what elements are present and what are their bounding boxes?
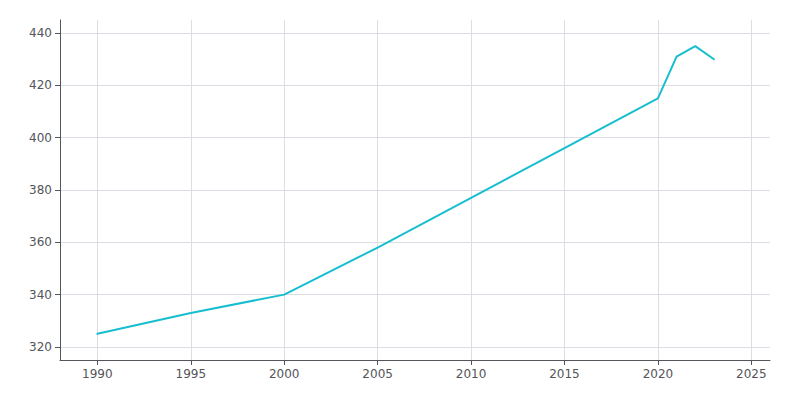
svg-text:320: 320 [29, 340, 52, 354]
svg-text:360: 360 [29, 235, 52, 249]
svg-text:340: 340 [29, 288, 52, 302]
svg-text:2025: 2025 [736, 367, 767, 381]
svg-text:2020: 2020 [643, 367, 674, 381]
svg-text:440: 440 [29, 26, 52, 40]
svg-text:1990: 1990 [82, 367, 113, 381]
svg-text:400: 400 [29, 131, 52, 145]
svg-text:2000: 2000 [269, 367, 300, 381]
svg-text:2010: 2010 [456, 367, 487, 381]
svg-text:380: 380 [29, 183, 52, 197]
svg-text:1995: 1995 [176, 367, 207, 381]
svg-text:420: 420 [29, 78, 52, 92]
svg-text:2015: 2015 [549, 367, 580, 381]
svg-text:2005: 2005 [362, 367, 393, 381]
